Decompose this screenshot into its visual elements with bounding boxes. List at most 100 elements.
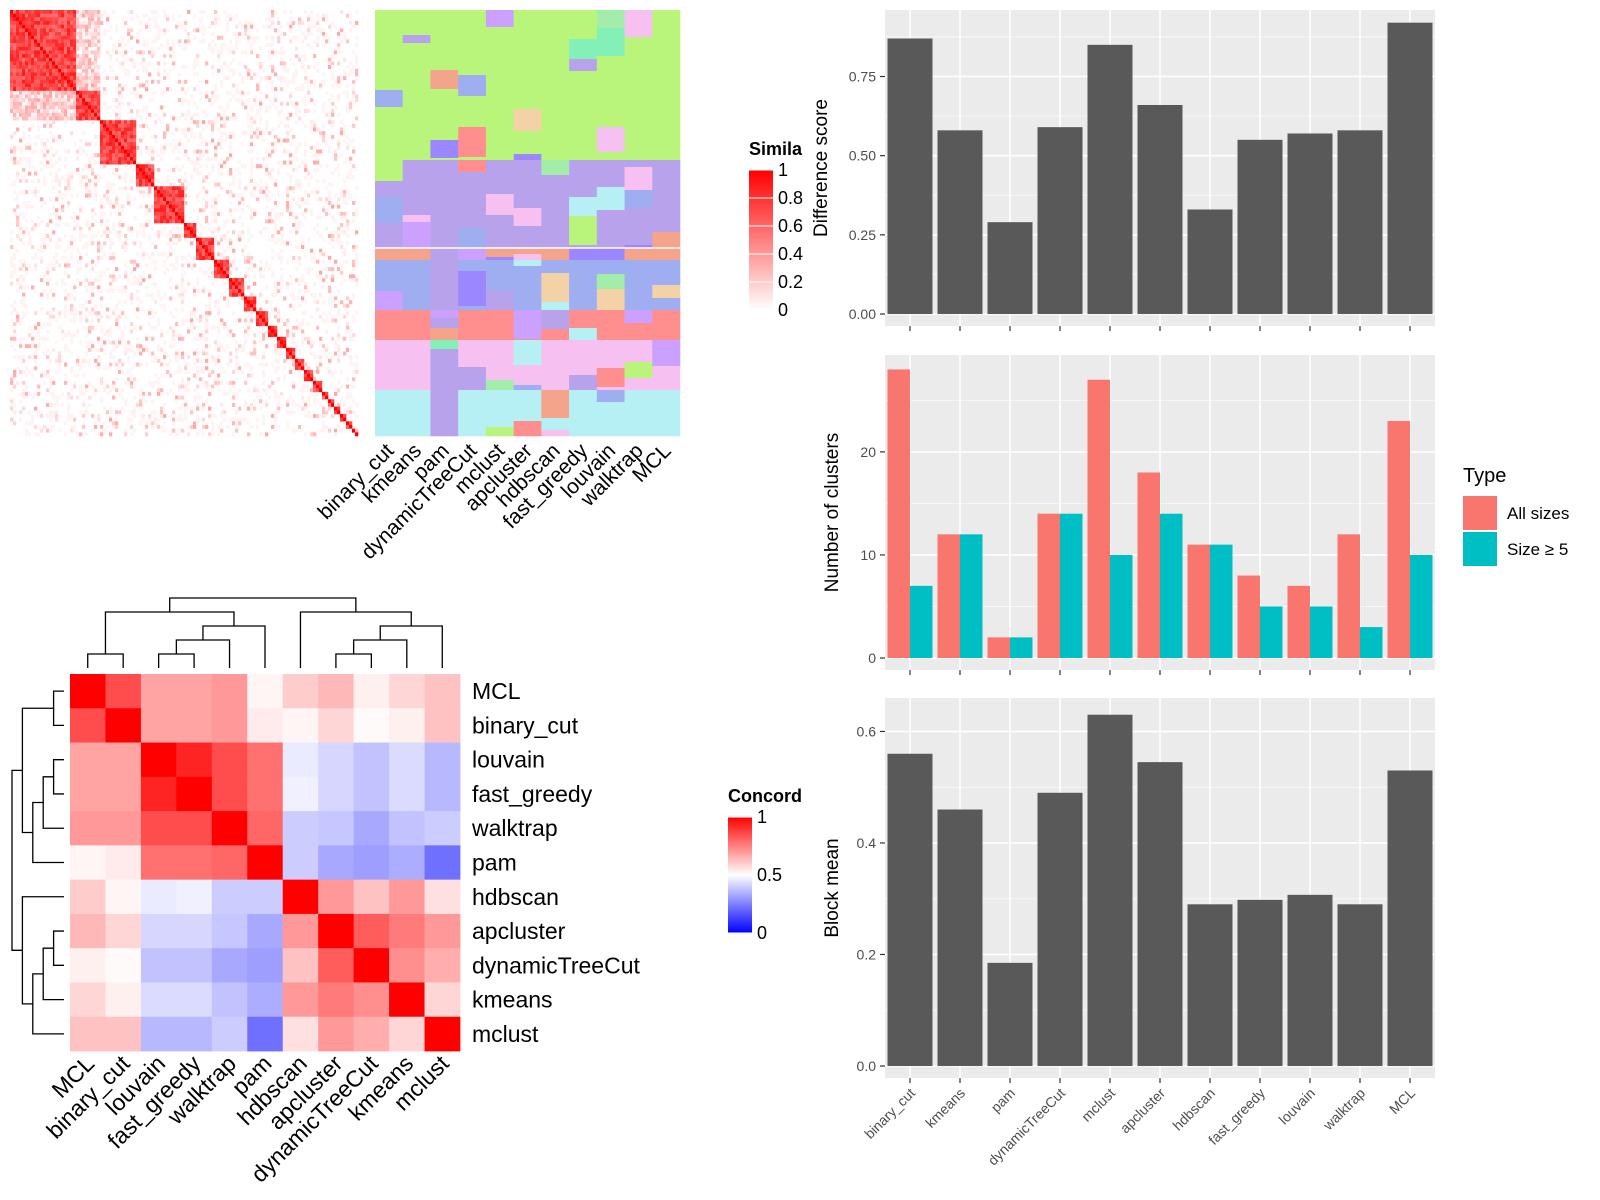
- similarity-cell: [214, 17, 218, 22]
- similarity-cell: [181, 322, 185, 327]
- similarity-cell: [49, 79, 53, 84]
- similarity-cell: [25, 311, 29, 316]
- similarity-cell: [70, 39, 74, 44]
- similarity-cell: [172, 380, 176, 385]
- similarity-cell: [250, 46, 254, 51]
- similarity-cell: [280, 274, 284, 279]
- similarity-cell: [331, 413, 335, 418]
- similarity-cell: [256, 72, 260, 77]
- similarity-cell: [274, 285, 278, 290]
- similarity-cell: [79, 35, 83, 40]
- similarity-cell: [61, 50, 65, 55]
- similarity-cell: [277, 410, 281, 415]
- similarity-cell: [31, 329, 35, 334]
- similarity-cell: [106, 153, 110, 158]
- similarity-cell: [310, 120, 314, 125]
- similarity-cell: [73, 83, 77, 88]
- similarity-cell: [244, 256, 248, 261]
- similarity-cell: [163, 208, 167, 213]
- similarity-cell: [22, 178, 26, 183]
- similarity-cell: [100, 256, 104, 261]
- membership-cell: [569, 260, 598, 276]
- similarity-cell: [229, 281, 233, 286]
- similarity-cell: [49, 384, 53, 389]
- similarity-cell: [25, 200, 29, 205]
- similarity-cell: [22, 380, 26, 385]
- similarity-cell: [274, 281, 278, 286]
- similarity-cell: [139, 28, 143, 33]
- similarity-cell: [67, 223, 71, 227]
- similarity-cell: [247, 406, 251, 411]
- similarity-cell: [43, 175, 47, 180]
- similarity-cell: [211, 384, 215, 389]
- similarity-cell: [316, 197, 320, 202]
- similarity-cell: [67, 186, 71, 191]
- similarity-cell: [22, 336, 26, 341]
- similarity-cell: [139, 171, 143, 176]
- similarity-cell: [211, 156, 215, 161]
- similarity-cell: [40, 17, 44, 22]
- similarity-cell: [28, 68, 32, 73]
- similarity-cell: [304, 369, 308, 374]
- similarity-cell: [208, 252, 212, 257]
- similarity-cell: [175, 285, 179, 290]
- similarity-cell: [238, 406, 242, 411]
- similarity-cell: [142, 347, 146, 352]
- similarity-cell: [82, 94, 86, 99]
- membership-cell: [458, 260, 487, 272]
- similarity-cell: [319, 215, 323, 220]
- similarity-cell: [115, 421, 119, 426]
- similarity-cell: [289, 79, 293, 84]
- similarity-cell: [136, 234, 140, 238]
- membership-cell: [375, 10, 404, 41]
- similarity-cell: [67, 413, 71, 418]
- similarity-cell: [298, 17, 302, 22]
- similarity-cell: [172, 211, 176, 216]
- membership-cell: [485, 260, 514, 292]
- similarity-cell: [328, 406, 332, 411]
- similarity-cell: [94, 10, 98, 14]
- similarity-cell: [283, 79, 287, 84]
- similarity-cell: [217, 182, 221, 187]
- similarity-cell: [289, 39, 293, 44]
- membership-cell: [513, 266, 542, 287]
- similarity-cell: [64, 344, 68, 349]
- similarity-cell: [85, 50, 89, 55]
- similarity-cell: [34, 311, 38, 316]
- similarity-cell: [229, 270, 233, 275]
- similarity-cell: [37, 189, 41, 194]
- similarity-cell: [52, 164, 56, 169]
- similarity-cell: [169, 413, 173, 418]
- similarity-cell: [34, 21, 38, 25]
- similarity-cell: [262, 138, 266, 143]
- similarity-cell: [187, 252, 191, 257]
- similarity-cell: [229, 39, 233, 44]
- similarity-cell: [70, 87, 74, 92]
- similarity-cell: [286, 424, 290, 429]
- similarity-cell: [262, 388, 266, 393]
- similarity-cell: [229, 68, 233, 73]
- similarity-cell: [109, 256, 113, 261]
- similarity-cell: [73, 32, 77, 36]
- similarity-cell: [184, 237, 188, 242]
- similarity-cell: [172, 314, 176, 319]
- similarity-cell: [37, 123, 41, 128]
- similarity-cell: [91, 120, 95, 125]
- similarity-cell: [217, 94, 221, 99]
- similarity-cell: [67, 112, 71, 117]
- similarity-cell: [154, 39, 158, 44]
- similarity-cell: [283, 65, 287, 70]
- similarity-cell: [181, 395, 185, 400]
- similarity-cell: [187, 432, 191, 437]
- similarity-cell: [307, 200, 311, 205]
- similarity-cell: [97, 366, 101, 371]
- similarity-cell: [49, 351, 53, 356]
- similarity-cell: [325, 344, 329, 349]
- similarity-cell: [253, 263, 257, 268]
- similarity-cell: [106, 17, 110, 22]
- similarity-cell: [13, 109, 17, 114]
- similarity-cell: [304, 336, 308, 341]
- similarity-cell: [82, 131, 86, 136]
- similarity-cell: [244, 245, 248, 249]
- similarity-cell: [151, 149, 155, 154]
